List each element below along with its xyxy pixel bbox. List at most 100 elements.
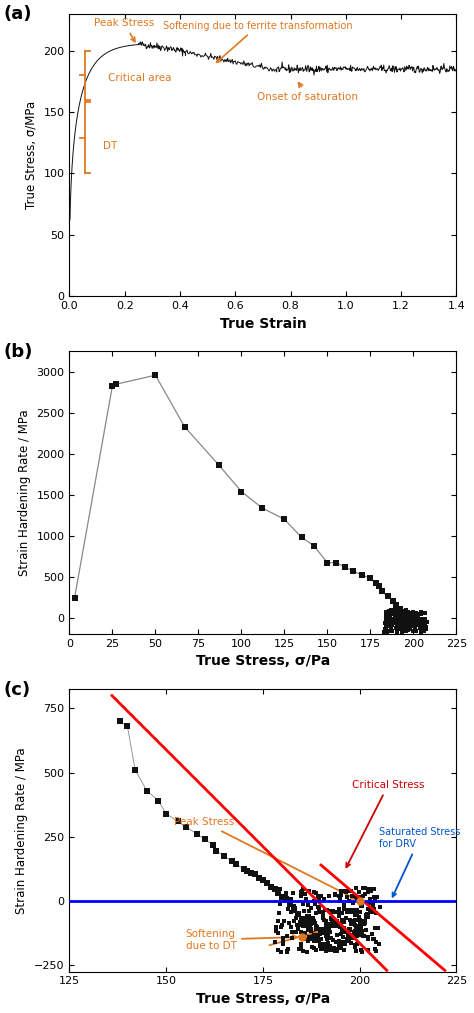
Point bbox=[299, 897, 307, 913]
Point bbox=[323, 903, 331, 919]
Point bbox=[344, 931, 352, 947]
Point bbox=[350, 913, 358, 929]
Point bbox=[277, 881, 284, 898]
Point bbox=[403, 607, 410, 623]
Point bbox=[329, 932, 337, 948]
Point bbox=[332, 915, 340, 931]
Point bbox=[413, 613, 420, 629]
Point bbox=[321, 921, 328, 937]
Point bbox=[387, 622, 395, 638]
Point bbox=[351, 924, 358, 940]
Point bbox=[174, 813, 182, 830]
Point bbox=[337, 939, 344, 955]
Point bbox=[364, 881, 371, 898]
Point bbox=[315, 892, 322, 909]
Point bbox=[320, 913, 328, 929]
Point bbox=[312, 905, 320, 921]
Point bbox=[290, 885, 297, 902]
Point bbox=[310, 913, 317, 929]
Point bbox=[280, 930, 287, 946]
Point bbox=[339, 929, 346, 945]
Point bbox=[322, 920, 330, 936]
Point bbox=[399, 616, 406, 632]
Point bbox=[423, 619, 430, 635]
X-axis label: True Strain: True Strain bbox=[219, 317, 306, 330]
Point bbox=[283, 891, 290, 908]
Point bbox=[323, 931, 331, 947]
Point bbox=[310, 940, 318, 956]
Point bbox=[410, 613, 418, 629]
Point bbox=[298, 883, 305, 900]
Point bbox=[393, 607, 401, 623]
Point bbox=[294, 921, 301, 937]
Point bbox=[413, 606, 420, 622]
Point bbox=[402, 623, 410, 639]
Point bbox=[316, 904, 323, 920]
Point bbox=[364, 929, 372, 945]
Point bbox=[401, 617, 408, 633]
Point bbox=[384, 605, 392, 621]
Point bbox=[325, 941, 332, 957]
Point bbox=[410, 604, 417, 620]
Point bbox=[395, 611, 402, 627]
Point bbox=[311, 915, 319, 931]
Point bbox=[281, 914, 288, 930]
Text: Saturated Stress
for DRV: Saturated Stress for DRV bbox=[379, 828, 460, 897]
Point bbox=[397, 616, 404, 632]
Point bbox=[303, 908, 311, 924]
Point bbox=[396, 615, 403, 631]
Point bbox=[307, 921, 314, 937]
Point bbox=[329, 903, 337, 919]
Point bbox=[411, 618, 419, 634]
Point bbox=[356, 919, 364, 935]
Point bbox=[337, 926, 345, 942]
Point bbox=[288, 924, 296, 940]
Point bbox=[416, 616, 423, 632]
Point bbox=[319, 905, 327, 921]
Point bbox=[288, 904, 295, 920]
Point bbox=[355, 883, 362, 900]
Point bbox=[364, 942, 372, 958]
Point bbox=[408, 614, 416, 630]
Point bbox=[293, 917, 301, 933]
Point bbox=[353, 889, 360, 906]
Point bbox=[279, 934, 286, 950]
Point bbox=[339, 921, 347, 937]
Point bbox=[414, 613, 422, 629]
Point bbox=[353, 890, 361, 907]
Point bbox=[406, 614, 413, 630]
Point bbox=[300, 918, 307, 934]
Point bbox=[410, 611, 418, 627]
Text: Critical Stress: Critical Stress bbox=[346, 780, 424, 867]
Point bbox=[404, 604, 412, 620]
Point bbox=[301, 904, 308, 920]
Point bbox=[283, 944, 291, 960]
Point bbox=[397, 606, 404, 622]
Y-axis label: Strain Hardening Rate / MPa: Strain Hardening Rate / MPa bbox=[16, 747, 28, 914]
Point bbox=[340, 882, 347, 899]
Point bbox=[389, 615, 396, 631]
Point bbox=[396, 614, 403, 630]
Point bbox=[382, 615, 390, 631]
Point bbox=[412, 613, 420, 629]
Point bbox=[347, 913, 355, 929]
Point bbox=[116, 713, 124, 729]
Point bbox=[298, 529, 305, 545]
Point bbox=[356, 923, 364, 939]
Point bbox=[419, 616, 426, 632]
Point bbox=[325, 888, 332, 905]
Point bbox=[155, 793, 162, 809]
Point bbox=[359, 928, 366, 944]
Point bbox=[361, 880, 369, 897]
Point bbox=[354, 936, 361, 952]
Point bbox=[267, 879, 274, 895]
Point bbox=[299, 881, 306, 898]
Point bbox=[408, 611, 415, 627]
Point bbox=[403, 618, 411, 634]
Point bbox=[419, 613, 426, 629]
Point bbox=[280, 931, 287, 947]
Point bbox=[354, 924, 361, 940]
Point bbox=[337, 883, 345, 900]
Point bbox=[312, 884, 319, 901]
Point bbox=[405, 605, 413, 621]
